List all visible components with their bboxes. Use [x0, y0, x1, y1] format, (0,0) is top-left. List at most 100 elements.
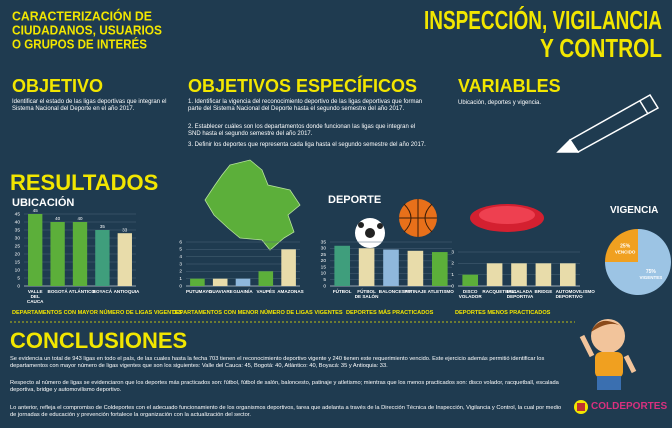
- slice-value-label: 25%: [620, 243, 631, 249]
- data-label: 33: [122, 227, 128, 232]
- x-tick-label: VALLE DEL CAUCA: [26, 289, 44, 304]
- y-tick-label: 15: [321, 264, 327, 270]
- y-tick-label: 3: [451, 249, 454, 255]
- x-tick-label: RACQUETBALL: [482, 289, 518, 294]
- y-tick-label: 10: [321, 271, 327, 277]
- slice-category-label: VENCIDO: [615, 249, 636, 254]
- x-tick-label: AUTOMOVILISMO DEPORTIVO: [555, 289, 595, 299]
- y-tick-label: 2: [451, 261, 454, 267]
- y-tick-label: 1: [179, 276, 182, 282]
- y-tick-label: 5: [179, 247, 182, 253]
- bar: [117, 233, 132, 286]
- pie-slice: [605, 229, 671, 295]
- pencil: [556, 93, 660, 153]
- data-label: 35: [100, 224, 106, 229]
- specific-item: 3. Definir los deportes que representa c…: [188, 142, 426, 148]
- y-tick-label: 6: [179, 239, 182, 245]
- x-tick-label: AMAZONAS: [277, 289, 304, 294]
- variables-text: Ubicación, deportes y vigencia.: [458, 100, 542, 106]
- bar: [281, 249, 296, 286]
- chart-caption: DEPARTAMENTOS CON MENOR NÚMERO DE LIGAS …: [172, 310, 343, 316]
- bar: [383, 249, 399, 286]
- y-tick-label: 5: [17, 275, 20, 281]
- objective-text: Identificar el estado de las ligas depor…: [12, 99, 167, 113]
- chart-title: VIGENCIA: [610, 205, 659, 216]
- x-tick-label: GUAVIARE: [208, 289, 233, 294]
- specific-item: 2. Establecer cuáles son los departament…: [188, 124, 416, 138]
- x-tick-label: ATLÁNTICO: [68, 289, 95, 294]
- chart-heading: DEPORTE: [328, 194, 382, 206]
- x-tick-label: BOYACÁ: [92, 289, 113, 294]
- data-label: 40: [55, 216, 61, 221]
- x-tick-label: DISCO VOLADOR: [458, 289, 482, 299]
- bar: [95, 230, 110, 286]
- y-tick-label: 2: [179, 269, 182, 275]
- variables-heading: VARIABLES: [458, 76, 561, 96]
- bar: [559, 263, 576, 286]
- y-tick-label: 10: [15, 267, 21, 273]
- bar: [486, 263, 503, 286]
- y-tick-label: 30: [321, 246, 327, 252]
- bar: [511, 263, 527, 286]
- soccer-ball: [355, 218, 385, 248]
- specific-heading: OBJETIVOS ESPECÍFICOS: [188, 76, 418, 96]
- basketball: [399, 199, 437, 237]
- x-tick-label: ESCALADA DEPORTIVA: [506, 289, 534, 299]
- y-tick-label: 4: [179, 254, 182, 260]
- y-tick-label: 30: [15, 235, 21, 241]
- x-tick-label: GUAINÍA: [233, 289, 253, 294]
- bar: [28, 214, 43, 286]
- data-label: 40: [77, 216, 83, 221]
- x-tick-label: BOGOTÁ: [47, 289, 68, 294]
- y-tick-label: 20: [15, 251, 21, 257]
- logo-emblem: [574, 400, 588, 414]
- bar: [462, 274, 479, 286]
- logo: COLDEPORTES: [591, 401, 668, 412]
- y-tick-label: 3: [179, 261, 182, 267]
- colombia-map: [204, 159, 301, 251]
- x-tick-label: BRIDGE: [534, 289, 553, 294]
- bar: [258, 271, 274, 286]
- conclusions-heading: CONCLUSIONES: [10, 328, 188, 353]
- bar: [50, 222, 65, 286]
- x-tick-label: FÚTBOL: [332, 289, 352, 294]
- x-tick-label: BALONCESTO: [378, 289, 411, 294]
- y-tick-label: 0: [179, 283, 182, 289]
- bar: [190, 278, 205, 286]
- bar: [235, 278, 251, 286]
- conclusion-paragraph: Lo anterior, refleja el compromiso de Co…: [10, 405, 562, 419]
- y-tick-label: 15: [15, 259, 21, 265]
- bar: [358, 248, 375, 286]
- x-tick-label: ANTIOQUIA: [113, 289, 140, 294]
- conclusion-paragraph: Se evidencia un total de 943 ligas en to…: [10, 356, 545, 370]
- y-tick-label: 35: [321, 239, 327, 245]
- bar: [535, 263, 552, 286]
- left-title: O GRUPOS DE INTERÉS: [12, 36, 147, 51]
- x-tick-label: VAUPÉS: [256, 289, 276, 294]
- x-tick-label: FÚTBOL DE SALÓN: [354, 289, 379, 299]
- kid: [579, 319, 637, 390]
- y-tick-label: 5: [323, 277, 326, 283]
- y-tick-label: 40: [15, 219, 21, 225]
- chart-heading: UBICACIÓN: [12, 197, 75, 209]
- pie-slice: [605, 229, 638, 262]
- y-tick-label: 45: [15, 211, 21, 217]
- right-title: INSPECCIÓN, VIGILANCIA: [424, 5, 662, 35]
- left-title: CIUDADANOS, USUARIOS: [12, 22, 162, 37]
- x-tick-label: PATINAJE: [404, 289, 427, 294]
- right-title: Y CONTROL: [540, 33, 662, 63]
- bar: [431, 252, 448, 286]
- x-tick-label: PUTUMAYO: [186, 289, 212, 294]
- y-tick-label: 20: [321, 258, 327, 264]
- x-tick-label: ATLETISMO: [427, 289, 454, 294]
- objective-heading: OBJETIVO: [12, 76, 104, 96]
- y-tick-label: 25: [15, 243, 21, 249]
- y-tick-label: 1: [451, 272, 454, 278]
- slice-category-label: VIGENTES: [639, 275, 662, 280]
- left-title: CARACTERIZACIÓN DE: [12, 8, 152, 23]
- data-label: 45: [33, 208, 39, 213]
- slice-value-label: 75%: [646, 269, 657, 275]
- bar: [72, 222, 88, 286]
